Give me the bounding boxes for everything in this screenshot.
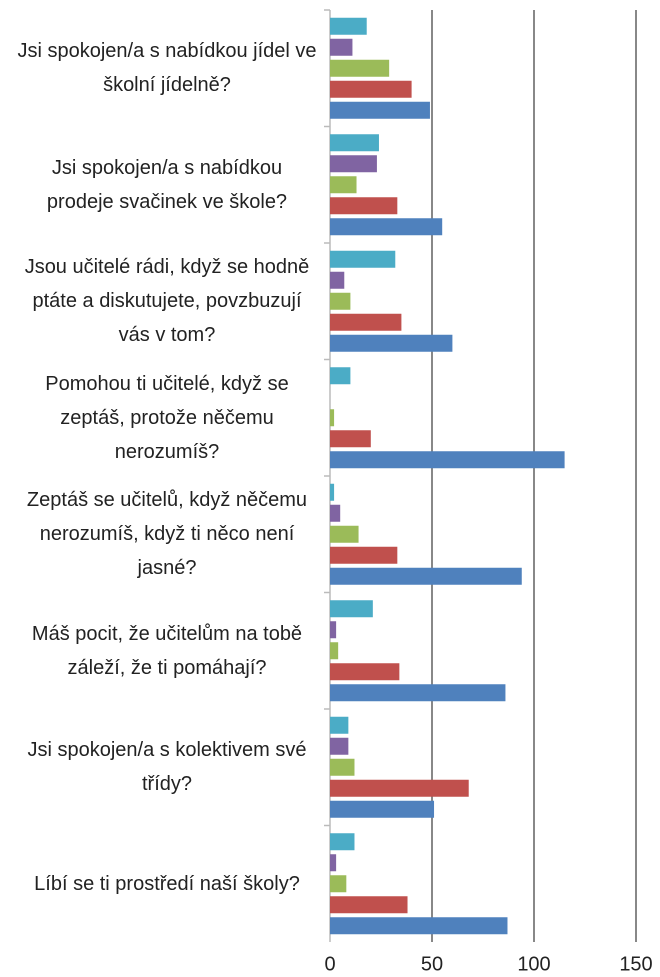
y-tick-label: Zeptáš se učitelů, když něčemu nerozumíš… xyxy=(26,489,308,580)
bar xyxy=(330,59,390,77)
bar xyxy=(330,80,412,98)
bar xyxy=(330,367,351,385)
bar xyxy=(330,663,400,681)
bar xyxy=(330,854,337,872)
bar xyxy=(330,896,408,914)
bar xyxy=(330,409,335,427)
bar xyxy=(330,833,355,851)
y-tick-label: Pomohou ti učitelé, když se zeptáš, prot… xyxy=(45,372,289,463)
y-tick-label: Jsi spokojen/a s kolektivem své třídy? xyxy=(27,739,307,796)
y-tick-label: Líbí se ti prostředí naší školy? xyxy=(34,872,300,895)
bar xyxy=(330,101,430,119)
bar xyxy=(330,600,373,618)
bar xyxy=(330,17,367,35)
bar xyxy=(330,483,335,501)
bar xyxy=(330,737,349,755)
bar xyxy=(330,176,357,194)
bar xyxy=(330,800,435,818)
y-tick-label: Jsi spokojen/a s nabídkou jídel ve školn… xyxy=(17,40,317,97)
bar xyxy=(330,567,522,585)
bar xyxy=(330,292,351,310)
y-tick-label: Jsi spokojen/a s nabídkou prodeje svačin… xyxy=(46,156,288,213)
bar xyxy=(330,430,371,448)
bar xyxy=(330,875,347,893)
y-tick-label: Jsou učitelé rádi, když se hodně ptáte a… xyxy=(24,256,310,347)
bar xyxy=(330,197,398,215)
x-tick-label: 50 xyxy=(421,953,443,975)
bar xyxy=(330,716,349,734)
bar xyxy=(330,621,337,639)
bar xyxy=(330,684,506,702)
x-tick-label: 100 xyxy=(517,953,550,975)
x-tick-label: 150 xyxy=(619,953,652,975)
bar xyxy=(330,38,353,56)
bar xyxy=(330,313,402,331)
bar xyxy=(330,525,359,543)
bar xyxy=(330,451,565,469)
bar xyxy=(330,155,377,173)
bar xyxy=(330,758,355,776)
bar xyxy=(330,917,508,935)
bar xyxy=(330,504,341,522)
bar xyxy=(330,250,396,268)
bar xyxy=(330,218,443,236)
bar xyxy=(330,334,453,352)
bar xyxy=(330,271,345,289)
bar xyxy=(330,779,469,797)
y-tick-label: Máš pocit, že učitelům na tobě záleží, ž… xyxy=(31,622,303,679)
bar xyxy=(330,134,379,152)
bar xyxy=(330,642,339,660)
bar xyxy=(330,546,398,564)
x-tick-label: 0 xyxy=(324,953,335,975)
